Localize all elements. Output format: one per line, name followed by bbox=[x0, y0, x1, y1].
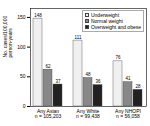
svg-text:100: 100 bbox=[17, 44, 26, 50]
svg-text:50: 50 bbox=[20, 73, 26, 79]
html-text:Overweight and obese: Overweight and obese bbox=[91, 24, 141, 30]
svg-text:76: 76 bbox=[115, 55, 121, 60]
svg-text:41: 41 bbox=[125, 76, 131, 81]
svg-text:Any Whiten = 99,438: Any Whiten = 99,438 bbox=[76, 108, 100, 119]
svg-text:0: 0 bbox=[23, 103, 26, 109]
svg-text:36: 36 bbox=[95, 79, 101, 84]
svg-text:Any Asiann = 105,203: Any Asiann = 105,203 bbox=[35, 108, 62, 119]
svg-text:62: 62 bbox=[45, 64, 51, 69]
svg-text:Any NHOPIn = 56,058: Any NHOPIn = 56,058 bbox=[115, 108, 141, 119]
html-text:Normal weight: Normal weight bbox=[91, 18, 123, 24]
svg-text:No. cases/100,000person-years: No. cases/100,000person-years bbox=[2, 16, 13, 58]
svg-text:150: 150 bbox=[17, 14, 26, 20]
svg-text:111: 111 bbox=[75, 35, 82, 40]
svg-text:28: 28 bbox=[135, 84, 141, 89]
html-text:Underweight: Underweight bbox=[91, 12, 119, 18]
svg-text:37: 37 bbox=[55, 79, 61, 84]
svg-text:48: 48 bbox=[85, 72, 91, 77]
svg-text:148: 148 bbox=[34, 13, 42, 18]
